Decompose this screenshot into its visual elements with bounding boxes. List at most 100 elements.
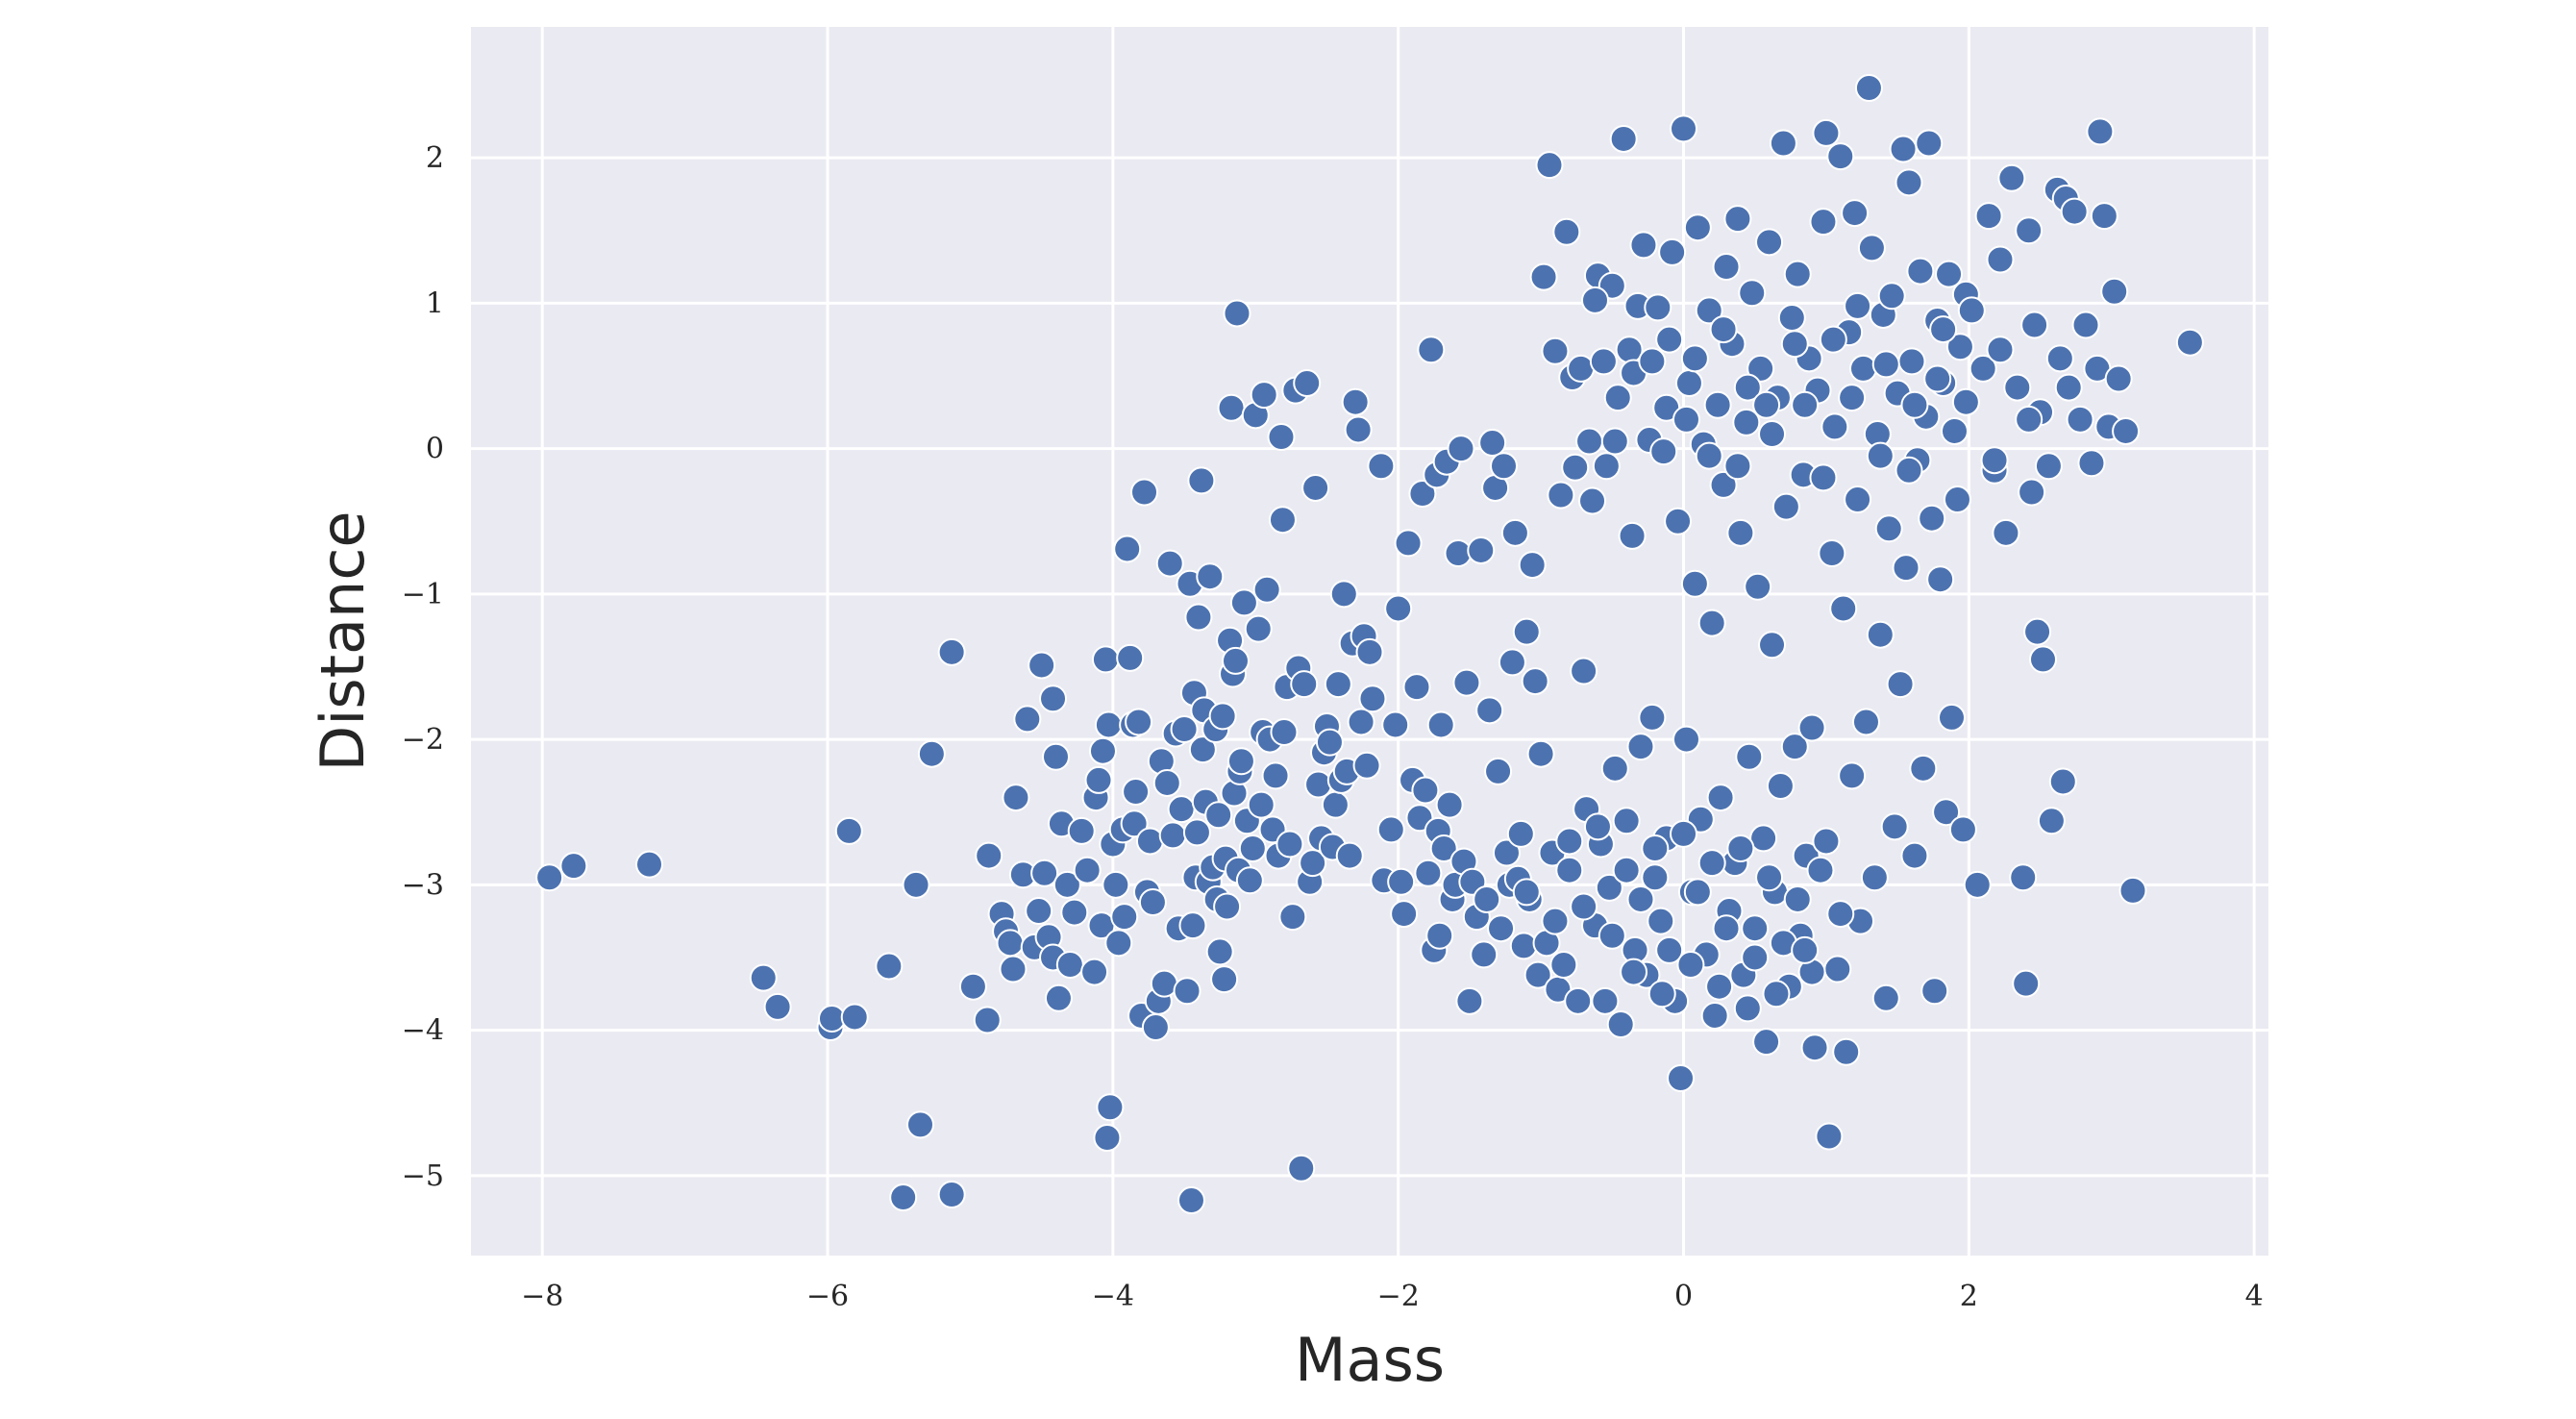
scatter-point bbox=[1697, 849, 1726, 878]
scatter-point bbox=[1733, 373, 1762, 402]
scatter-point bbox=[1130, 478, 1159, 507]
scatter-point bbox=[1235, 866, 1264, 895]
scatter-point bbox=[1771, 492, 1800, 521]
scatter-point bbox=[1158, 821, 1187, 850]
scatter-point bbox=[1738, 279, 1767, 308]
scatter-point bbox=[1818, 538, 1846, 567]
scatter-point bbox=[1705, 972, 1734, 1001]
scatter-point bbox=[1791, 390, 1820, 419]
scatter-point bbox=[1025, 897, 1053, 926]
scatter-point bbox=[1113, 535, 1142, 563]
scatter-point bbox=[2112, 416, 2141, 445]
scatter-point bbox=[1680, 569, 1709, 598]
scatter-point bbox=[1780, 330, 1809, 359]
scatter-point bbox=[2090, 202, 2118, 231]
scatter-point bbox=[1177, 1186, 1205, 1215]
y-tick-label: −5 bbox=[402, 1159, 444, 1193]
scatter-point bbox=[1963, 870, 1992, 899]
x-axis-label: Mass bbox=[1295, 1325, 1445, 1395]
scatter-point bbox=[2018, 478, 2046, 507]
scatter-point bbox=[1547, 481, 1575, 510]
scatter-point bbox=[1769, 129, 1797, 158]
scatter-point bbox=[1478, 429, 1507, 458]
scatter-point bbox=[1213, 892, 1242, 921]
scatter-point bbox=[1641, 834, 1670, 863]
y-tick-label: 1 bbox=[426, 286, 444, 320]
scatter-point bbox=[1615, 336, 1644, 364]
scatter-point bbox=[1733, 994, 1762, 1023]
scatter-point bbox=[1247, 790, 1276, 819]
scatter-point bbox=[1152, 768, 1181, 797]
scatter-point bbox=[1812, 118, 1841, 147]
scatter-point bbox=[2034, 452, 2063, 481]
scatter-point bbox=[1521, 667, 1549, 696]
scatter-point bbox=[1821, 412, 1849, 441]
scatter-point bbox=[1712, 253, 1741, 282]
scatter-point bbox=[749, 963, 778, 992]
scatter-point bbox=[1435, 790, 1464, 819]
x-tick-label: 2 bbox=[1960, 1280, 1978, 1313]
scatter-point bbox=[1394, 529, 1423, 558]
scatter-point bbox=[1055, 951, 1084, 980]
scatter-point bbox=[1874, 514, 1903, 543]
scatter-point bbox=[1408, 479, 1437, 508]
scatter-point bbox=[1335, 841, 1364, 870]
scatter-point bbox=[1812, 827, 1841, 856]
scatter-point bbox=[1411, 776, 1440, 805]
scatter-point bbox=[1809, 463, 1838, 492]
scatter-point bbox=[1347, 708, 1375, 736]
scatter-point bbox=[1948, 815, 1977, 844]
scatter-point bbox=[1951, 387, 1980, 416]
scatter-point bbox=[2020, 311, 2049, 339]
scatter-point bbox=[1541, 336, 1570, 365]
scatter-point bbox=[1829, 594, 1858, 623]
scatter-point bbox=[1381, 710, 1410, 739]
scatter-point bbox=[1355, 637, 1384, 666]
scatter-point bbox=[1188, 735, 1217, 764]
scatter-point bbox=[1758, 631, 1787, 660]
scatter-point bbox=[1791, 935, 1820, 964]
scatter-point bbox=[1329, 580, 1358, 609]
scatter-point bbox=[1390, 900, 1419, 929]
scatter-point bbox=[1555, 827, 1584, 856]
scatter-point bbox=[559, 852, 588, 881]
scatter-point bbox=[1270, 718, 1299, 747]
scatter-point bbox=[999, 955, 1028, 983]
scatter-point bbox=[1752, 390, 1781, 419]
scatter-point bbox=[1217, 393, 1246, 422]
scatter-point bbox=[1670, 819, 1698, 848]
scatter-point bbox=[875, 952, 904, 981]
scatter-point bbox=[1028, 651, 1056, 680]
scatter-point bbox=[1854, 74, 1883, 103]
scatter-point bbox=[1871, 983, 1900, 1012]
scatter-point bbox=[1752, 1028, 1781, 1057]
scatter-point bbox=[973, 1006, 1002, 1034]
scatter-point bbox=[1860, 863, 1889, 892]
scatter-point bbox=[1866, 620, 1895, 649]
scatter-point bbox=[1447, 435, 1475, 463]
scatter-point bbox=[1986, 245, 2015, 274]
scatter-point bbox=[1561, 453, 1590, 482]
scatter-point bbox=[1492, 838, 1521, 867]
scatter-point bbox=[1580, 286, 1609, 314]
scatter-point bbox=[1783, 884, 1812, 913]
scatter-point bbox=[1762, 980, 1791, 1008]
scatter-point bbox=[1088, 736, 1117, 765]
scatter-point bbox=[1138, 887, 1167, 916]
scatter-point bbox=[1892, 554, 1920, 583]
scatter-point bbox=[1120, 809, 1149, 838]
scatter-point bbox=[1674, 369, 1703, 398]
data-points bbox=[535, 74, 2204, 1215]
scatter-point bbox=[1173, 977, 1201, 1006]
scatter-point bbox=[1749, 824, 1778, 853]
scatter-point bbox=[1612, 856, 1641, 884]
scatter-point bbox=[1849, 354, 1878, 383]
scatter-point bbox=[1084, 765, 1113, 794]
scatter-point bbox=[1706, 784, 1735, 812]
scatter-point bbox=[2003, 373, 2032, 402]
scatter-point bbox=[1583, 812, 1612, 841]
scatter-point bbox=[1226, 747, 1255, 776]
scatter-point bbox=[2029, 645, 2058, 674]
scatter-point bbox=[2175, 328, 2204, 357]
scatter-point bbox=[1267, 423, 1296, 452]
